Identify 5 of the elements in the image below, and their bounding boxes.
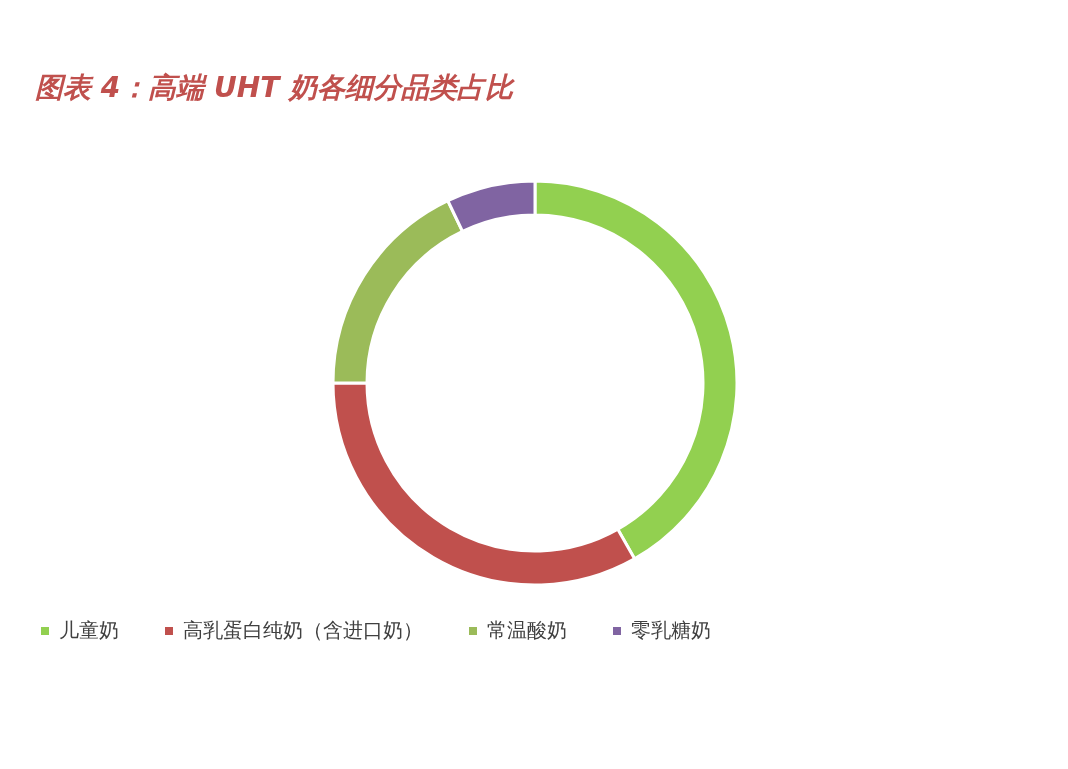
legend-label: 零乳糖奶 bbox=[631, 618, 711, 642]
legend-label: 儿童奶 bbox=[59, 618, 119, 642]
chart-title: 图表 4：高端 UHT 奶各细分品类占比 bbox=[35, 71, 515, 104]
legend-label: 常温酸奶 bbox=[487, 618, 567, 642]
legend-label: 高乳蛋白纯奶（含进口奶） bbox=[183, 618, 423, 642]
